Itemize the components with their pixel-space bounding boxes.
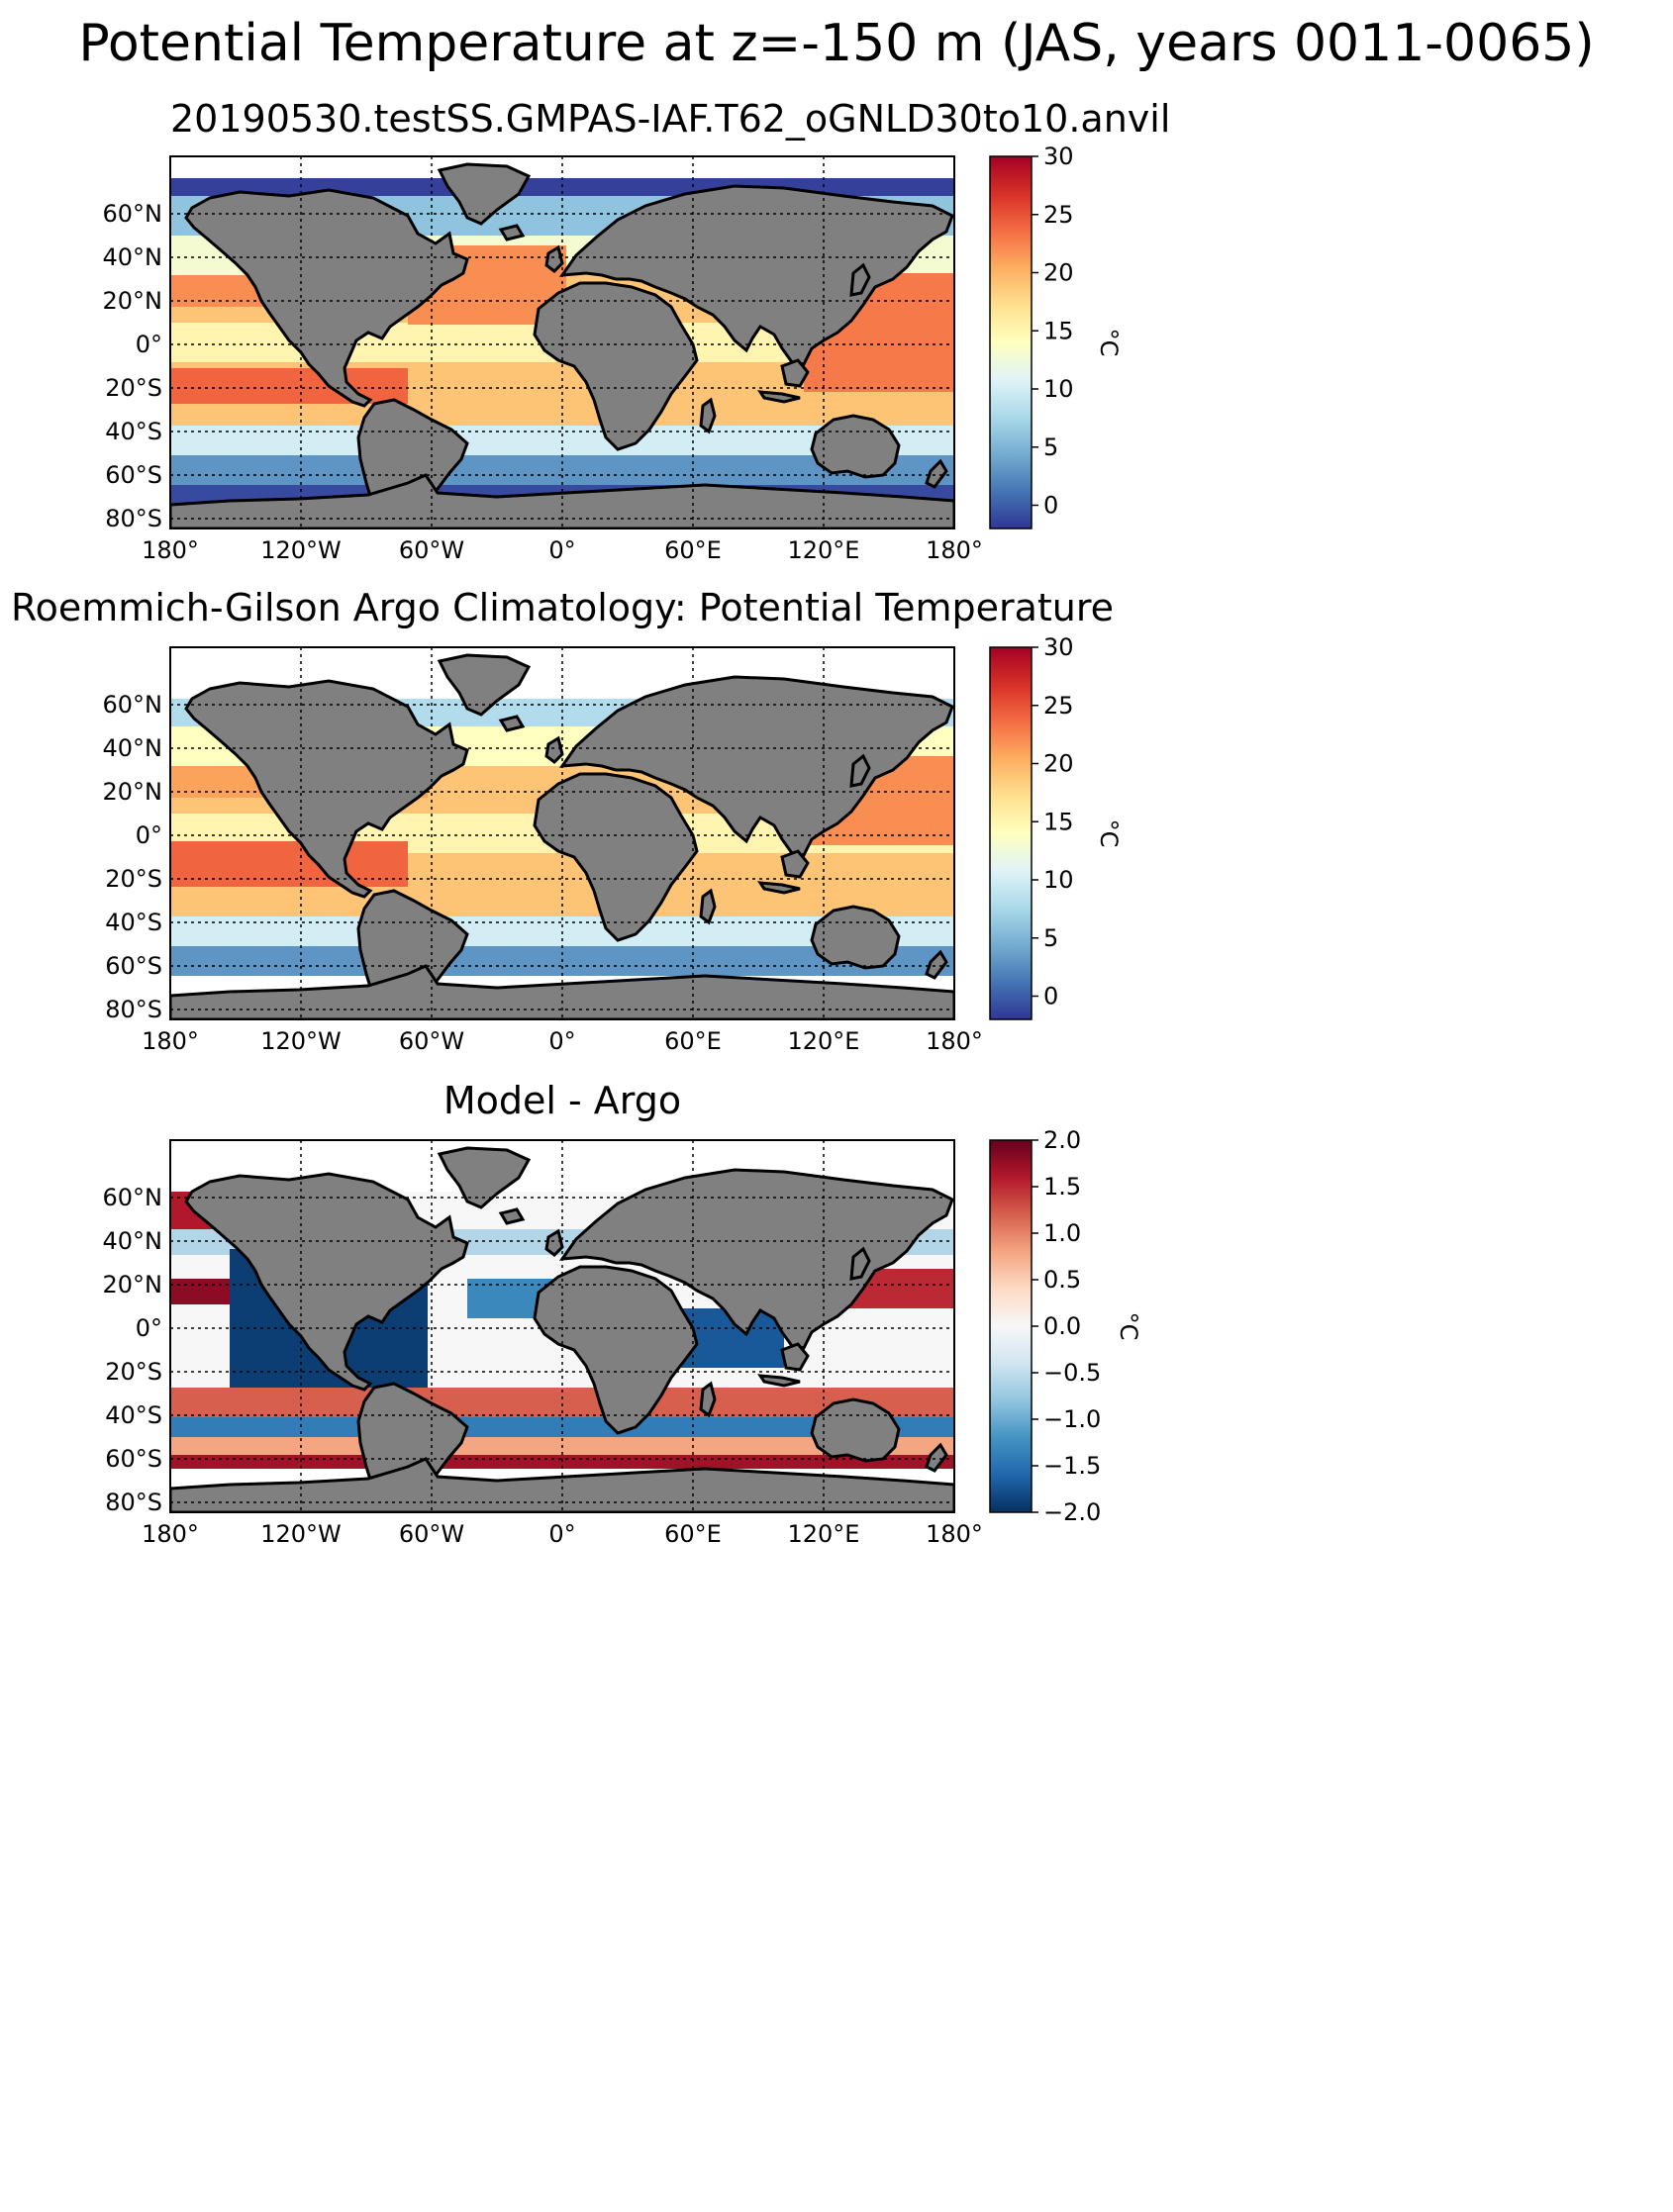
panel-3-lat-tick: 60°N	[103, 1184, 163, 1211]
panel-1-colorbar	[989, 155, 1033, 529]
panel-3-colorbar	[989, 1139, 1033, 1513]
panel-2-colorbar-label: °C	[1095, 819, 1123, 848]
panel-2-colorbar-tick-label: 30	[1043, 633, 1074, 661]
panel-2-colorbar-tick-label: 25	[1043, 692, 1074, 720]
panel-1-lat-tick: 20°S	[105, 374, 162, 402]
axis-labels: 180° 120°W 60°W 0° 60°E 120°E 180° 60°N 40°N 20°N…	[103, 200, 983, 1548]
panel-1-colorbar-tick-label: 5	[1043, 433, 1058, 461]
panel-1-colorbar-label: °C	[1095, 329, 1123, 357]
panel-2-lon-tick: 60°E	[664, 1027, 722, 1055]
panel-1-frame	[169, 155, 955, 529]
panel-1-gridlines	[170, 156, 954, 529]
panel-1-colorbar-tick-label: 20	[1043, 259, 1074, 287]
panel-3-gridlines	[170, 1140, 954, 1512]
panel-1-colorbar-tick-label: 0	[1043, 492, 1058, 520]
panel-2-lat-tick: 0°	[136, 821, 162, 849]
panel-2-lat-tick: 80°S	[105, 996, 162, 1023]
panel-3-colorbar-tick-label: 2.0	[1043, 1126, 1081, 1154]
panel-3-lat-tick: 60°S	[105, 1445, 162, 1473]
panel-3-lat-tick: 80°S	[105, 1489, 162, 1516]
panel-3-frame	[169, 1139, 955, 1513]
figure-title: Potential Temperature at z=-150 m (JAS, …	[78, 14, 1595, 73]
panel-3-lon-tick: 180°	[926, 1520, 983, 1548]
panel-1-colorbar-tick-label: 25	[1043, 201, 1074, 229]
panel-2-gridlines	[170, 647, 954, 1019]
panel-3-colorbar-tick-label: −1.0	[1043, 1405, 1101, 1433]
panel-1-lon-tick: 60°E	[664, 536, 722, 564]
panel-2-lat-tick: 40°N	[103, 734, 163, 762]
panel-2-lon-tick: 120°W	[260, 1027, 342, 1055]
p1-pac-s-warm	[170, 368, 408, 404]
colorbars: 30 25 20 15 10 5 0 °C 30 25 20 15 10 5 0 °C 2.0 1.5 1.0 0.5…	[989, 143, 1142, 1526]
panel-3-colorbar-tick-label: 0.5	[1043, 1266, 1081, 1294]
panel-1-lat-tick: 40°N	[103, 243, 163, 271]
panel-2-lon-tick: 180°	[142, 1027, 199, 1055]
panel-2-colorbar-tick-label: 0	[1043, 983, 1058, 1010]
panel-1-lat-tick: 60°N	[103, 200, 163, 228]
panel-1-lon-tick: 60°W	[399, 536, 464, 564]
panel-2-lat-tick: 20°N	[103, 778, 163, 806]
panel-2-colorbar-tick-label: 20	[1043, 750, 1074, 778]
panel-3-lon-tick: 60°E	[664, 1520, 722, 1548]
panel-2-lon-tick: 120°E	[788, 1027, 860, 1055]
panel-3-lat-tick: 0°	[136, 1314, 162, 1342]
panel-3-colorbar-label: °C	[1115, 1312, 1142, 1341]
panel-2-lon-tick: 60°W	[399, 1027, 464, 1055]
panel-2-map	[170, 647, 954, 1019]
panel-2-colorbar-tick-label: 10	[1043, 866, 1074, 894]
panel-3-lon-tick: 120°W	[260, 1520, 342, 1548]
panel-3-map	[170, 1140, 954, 1512]
panel-2-lat-tick: 60°N	[103, 691, 163, 719]
panel-2-lon-tick: 0°	[548, 1027, 575, 1055]
panel-1-lat-tick: 80°S	[105, 505, 162, 532]
panel-1-lat-tick: 0°	[136, 331, 162, 358]
panel-3-lon-tick: 60°W	[399, 1520, 464, 1548]
panel-1-lat-tick: 20°N	[103, 287, 163, 315]
panel-3-colorbar-tick-label: −0.5	[1043, 1359, 1101, 1387]
panel-3-colorbar-tick-label: 1.0	[1043, 1219, 1081, 1247]
panel-3-colorbar-tick-label: 0.0	[1043, 1312, 1081, 1340]
panel-2-colorbar-tick-label: 5	[1043, 924, 1058, 952]
panel-2-lat-tick: 20°S	[105, 865, 162, 893]
panel-2-lat-tick: 60°S	[105, 952, 162, 980]
p2-pac-s-warm	[170, 841, 408, 887]
panel-3-colorbar-tick-label: −1.5	[1043, 1452, 1101, 1480]
panel-1-colorbar-tick-label: 30	[1043, 143, 1074, 170]
panel-3-lat-tick: 40°S	[105, 1401, 162, 1429]
panel-3-colorbar-tick-label: 1.5	[1043, 1173, 1081, 1201]
panel-3	[169, 1139, 955, 1513]
panel-2-title: Roemmich-Gilson Argo Climatology: Potent…	[10, 586, 1115, 629]
panel-3-lat-tick: 20°N	[103, 1271, 163, 1298]
panel-1	[169, 155, 955, 529]
panel-1-map	[170, 156, 954, 529]
panel-3-colorbar-tick-label: −2.0	[1043, 1498, 1101, 1526]
panel-1-colorbar-tick-label: 10	[1043, 375, 1074, 403]
panel-1-lon-tick: 180°	[142, 536, 199, 564]
panel-3-lat-tick: 20°S	[105, 1358, 162, 1386]
panel-2-frame	[169, 646, 955, 1020]
panel-2-colorbar	[989, 646, 1033, 1020]
p1-missing-arctic	[170, 156, 954, 178]
panel-3-lon-tick: 180°	[142, 1520, 199, 1548]
panel-2	[169, 646, 955, 1020]
panel-1-lat-tick: 60°S	[105, 461, 162, 489]
panel-1-colorbar-tick-label: 15	[1043, 317, 1074, 344]
panel-3-lon-tick: 120°E	[788, 1520, 860, 1548]
panel-2-lon-tick: 180°	[926, 1027, 983, 1055]
panel-2-lat-tick: 40°S	[105, 909, 162, 936]
panel-1-lon-tick: 120°E	[788, 536, 860, 564]
panel-1-lat-tick: 40°S	[105, 418, 162, 445]
panel-1-lon-tick: 0°	[548, 536, 575, 564]
panel-2-colorbar-tick-label: 15	[1043, 808, 1074, 835]
panel-3-title: Model - Argo	[443, 1079, 682, 1122]
panel-3-lon-tick: 0°	[548, 1520, 575, 1548]
panel-3-lat-tick: 40°N	[103, 1227, 163, 1255]
panel-1-lon-tick: 180°	[926, 536, 983, 564]
panel-1-lon-tick: 120°W	[260, 536, 342, 564]
